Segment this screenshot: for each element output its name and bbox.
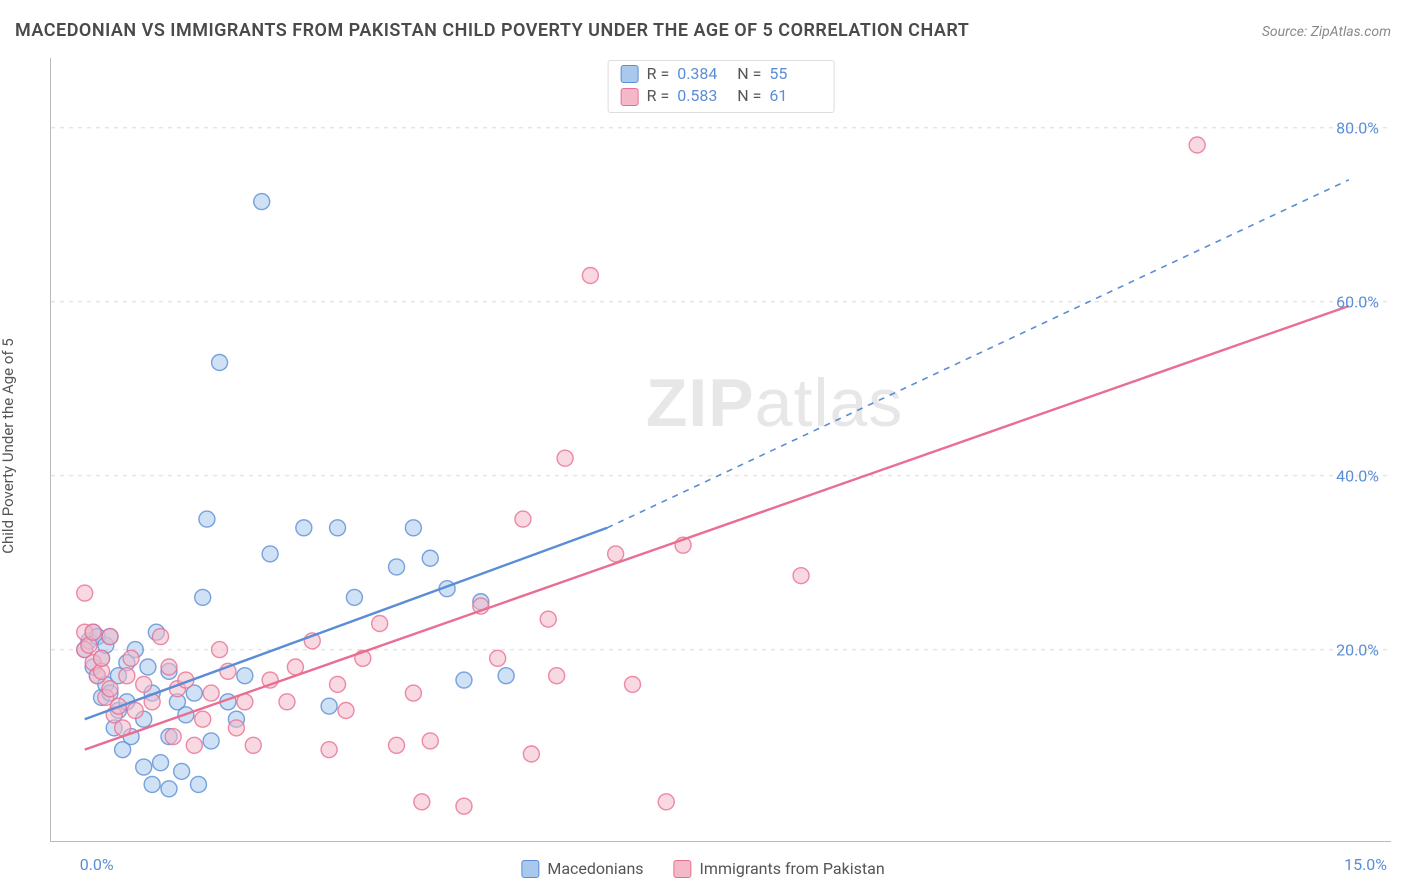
data-point xyxy=(199,511,215,527)
legend-item-pakistan: Immigrants from Pakistan xyxy=(674,859,885,878)
swatch-icon xyxy=(521,860,539,878)
r-label: R = xyxy=(647,63,670,85)
source-name: ZipAtlas.com xyxy=(1311,24,1391,40)
trend-line xyxy=(85,306,1349,750)
data-point xyxy=(296,520,312,536)
data-point xyxy=(414,794,430,810)
data-point xyxy=(490,650,506,666)
data-point xyxy=(136,759,152,775)
legend-row-macedonians: R = 0.384 N = 55 xyxy=(621,63,822,85)
swatch-icon xyxy=(621,65,639,83)
y-tick-label: 20.0% xyxy=(1336,640,1379,659)
chart-canvas xyxy=(51,58,1391,841)
data-point xyxy=(123,650,139,666)
data-point xyxy=(77,585,93,601)
data-point xyxy=(625,676,641,692)
data-point xyxy=(321,742,337,758)
legend-row-pakistan: R = 0.583 N = 61 xyxy=(621,85,822,107)
data-point xyxy=(658,794,674,810)
data-point xyxy=(195,589,211,605)
legend-item-macedonians: Macedonians xyxy=(521,859,643,878)
data-point xyxy=(498,668,514,684)
data-point xyxy=(549,668,565,684)
data-point xyxy=(94,650,110,666)
data-point xyxy=(279,694,295,710)
n-value: 61 xyxy=(769,85,821,107)
data-point xyxy=(422,733,438,749)
data-point xyxy=(1189,137,1205,153)
data-point xyxy=(456,672,472,688)
data-point xyxy=(140,659,156,675)
data-point xyxy=(456,798,472,814)
data-point xyxy=(793,568,809,584)
data-point xyxy=(346,589,362,605)
trend-line xyxy=(85,528,608,719)
data-point xyxy=(212,642,228,658)
series-legend: Macedonians Immigrants from Pakistan xyxy=(521,859,884,878)
y-tick-label: 60.0% xyxy=(1336,292,1379,311)
data-point xyxy=(608,546,624,562)
data-point xyxy=(523,746,539,762)
data-point xyxy=(582,268,598,284)
r-label: R = xyxy=(647,85,670,107)
data-point xyxy=(557,450,573,466)
data-point xyxy=(372,616,388,632)
y-axis-label: Child Poverty Under the Age of 5 xyxy=(0,338,17,554)
data-point xyxy=(203,733,219,749)
data-point xyxy=(422,550,438,566)
swatch-icon xyxy=(674,860,692,878)
data-point xyxy=(136,676,152,692)
chart-title: MACEDONIAN VS IMMIGRANTS FROM PAKISTAN C… xyxy=(15,20,969,41)
data-point xyxy=(515,511,531,527)
n-label: N = xyxy=(737,85,761,107)
data-point xyxy=(144,776,160,792)
data-point xyxy=(321,698,337,714)
plot-area: ZIPatlas R = 0.384 N = 55 R = 0.583 N = … xyxy=(50,58,1391,842)
data-point xyxy=(186,737,202,753)
data-point xyxy=(405,685,421,701)
data-point xyxy=(212,355,228,371)
y-tick-label: 40.0% xyxy=(1336,466,1379,485)
data-point xyxy=(190,776,206,792)
legend-label: Immigrants from Pakistan xyxy=(700,859,885,878)
data-point xyxy=(228,720,244,736)
data-point xyxy=(195,711,211,727)
data-point xyxy=(119,668,135,684)
n-label: N = xyxy=(737,63,761,85)
data-point xyxy=(338,703,354,719)
data-point xyxy=(330,676,346,692)
data-point xyxy=(245,737,261,753)
r-value: 0.583 xyxy=(677,85,729,107)
chart-header: MACEDONIAN VS IMMIGRANTS FROM PAKISTAN C… xyxy=(15,20,1391,41)
x-tick-label: 0.0% xyxy=(80,855,114,874)
n-value: 55 xyxy=(769,63,821,85)
data-point xyxy=(174,763,190,779)
swatch-icon xyxy=(621,88,639,106)
data-point xyxy=(102,629,118,645)
data-point xyxy=(405,520,421,536)
legend-label: Macedonians xyxy=(547,859,643,878)
data-point xyxy=(153,755,169,771)
data-point xyxy=(540,611,556,627)
x-tick-label: 15.0% xyxy=(1344,855,1387,874)
data-point xyxy=(237,668,253,684)
data-point xyxy=(153,629,169,645)
data-point xyxy=(254,194,270,210)
data-point xyxy=(85,624,101,640)
source-prefix: Source: xyxy=(1262,24,1311,40)
correlation-legend: R = 0.384 N = 55 R = 0.583 N = 61 xyxy=(608,60,835,113)
data-point xyxy=(389,737,405,753)
source-attribution: Source: ZipAtlas.com xyxy=(1262,24,1391,40)
data-point xyxy=(161,659,177,675)
data-point xyxy=(389,559,405,575)
data-point xyxy=(262,546,278,562)
y-tick-label: 80.0% xyxy=(1336,118,1379,137)
data-point xyxy=(203,685,219,701)
data-point xyxy=(161,781,177,797)
data-point xyxy=(330,520,346,536)
r-value: 0.384 xyxy=(677,63,729,85)
data-point xyxy=(102,681,118,697)
data-point xyxy=(127,703,143,719)
data-point xyxy=(165,729,181,745)
